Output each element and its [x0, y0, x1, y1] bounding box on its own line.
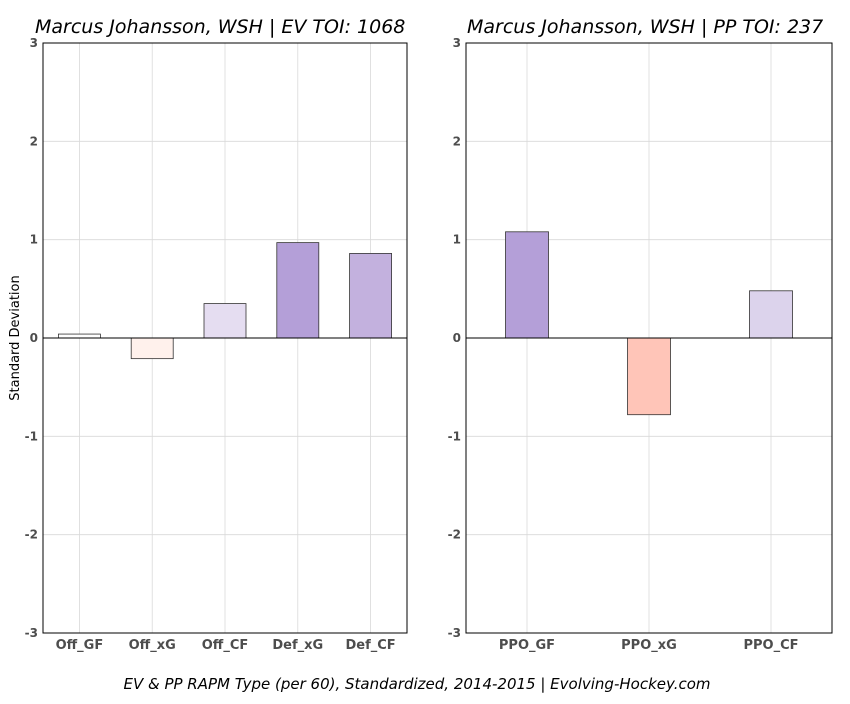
x-tick-label: Off_CF — [202, 638, 249, 653]
y-tick-label: 2 — [453, 134, 461, 148]
y-tick-label: -2 — [448, 528, 461, 542]
chart-panel-2: -3 -2 -1 0 1 2 3 PPO_GF PPO_xG PPO_CF Marcus Johan… — [448, 16, 833, 653]
bar-off-xg — [130, 337, 174, 360]
x-tick-label: Off_xG — [129, 638, 176, 653]
chart-title: Marcus Johansson, WSH | EV TOI: 1068 — [35, 16, 405, 38]
y-tick-label: 1 — [453, 233, 461, 247]
x-tick-label: PPO_CF — [743, 638, 798, 653]
plot-frame — [42, 42, 408, 634]
y-tick-label: -1 — [25, 429, 38, 443]
y-axis-label: Standard Deviation — [8, 275, 23, 400]
bar-def-cf — [349, 253, 393, 339]
x-tick-label: PPO_GF — [499, 638, 555, 653]
y-tick-label: 3 — [30, 36, 38, 50]
chart-panel-1: -3 -2 -1 0 1 2 3 Off_GF Off_xG Off_CF Def_xG Def_CF… — [8, 16, 408, 653]
bar-def-xg — [276, 242, 320, 339]
bar-ppo-xg — [627, 337, 671, 416]
bar-ppo-gf — [505, 231, 549, 339]
y-tick-label: -1 — [448, 429, 461, 443]
x-tick-label: Def_CF — [346, 638, 396, 653]
bar-off-gf — [58, 333, 101, 339]
x-tick-label: PPO_xG — [621, 638, 677, 653]
plot-frame — [465, 42, 833, 634]
y-tick-label: 2 — [30, 134, 38, 148]
y-tick-label: 0 — [30, 331, 38, 345]
y-tick-label: 0 — [453, 331, 461, 345]
y-tick-label: 3 — [453, 36, 461, 50]
bar-off-cf — [203, 303, 247, 339]
chart-title: Marcus Johansson, WSH | PP TOI: 237 — [467, 16, 823, 38]
y-tick-label: -2 — [25, 528, 38, 542]
y-tick-label: 1 — [30, 233, 38, 247]
x-tick-label: Off_GF — [56, 638, 104, 653]
y-tick-label: -3 — [448, 626, 461, 640]
bar-ppo-cf — [749, 290, 793, 339]
chart-caption: EV & PP RAPM Type (per 60), Standardized… — [123, 675, 710, 693]
y-tick-label: -3 — [25, 626, 38, 640]
x-tick-label: Def_xG — [272, 638, 323, 653]
